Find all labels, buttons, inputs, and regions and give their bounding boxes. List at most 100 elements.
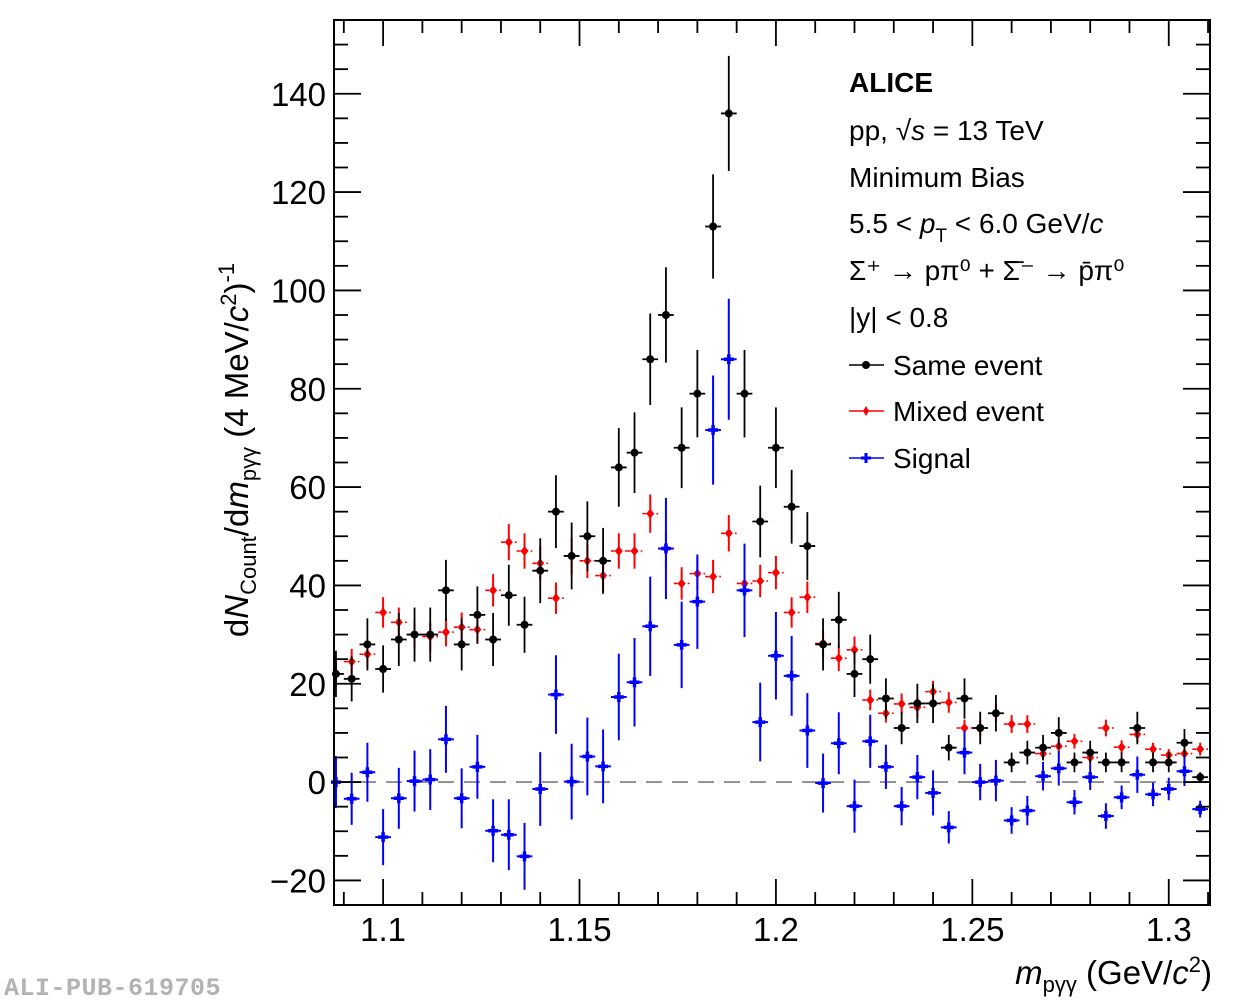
data-point [893, 693, 910, 715]
data-point [1113, 740, 1130, 755]
data-point [548, 475, 564, 549]
marker [646, 355, 655, 364]
x-axis-symbol: m [1015, 954, 1043, 991]
marker [1196, 744, 1205, 755]
data-point [1098, 752, 1114, 773]
marker [897, 724, 906, 732]
data-point [1192, 772, 1209, 783]
experiment-label: ALICE [849, 67, 933, 98]
data-point [579, 501, 596, 572]
data-point [673, 601, 690, 689]
x-axis-subscript: pγγ [1043, 972, 1077, 997]
marker [1149, 758, 1158, 767]
data-point [1129, 756, 1146, 793]
marker [1149, 744, 1158, 755]
marker [724, 109, 733, 118]
data-point [469, 586, 486, 644]
marker [441, 586, 450, 595]
data-point [830, 645, 847, 671]
marker [646, 508, 655, 519]
data-point [658, 497, 674, 600]
marker [1148, 789, 1159, 800]
data-point [626, 638, 643, 727]
marker [614, 463, 623, 472]
data-point [783, 636, 800, 716]
marker [976, 724, 985, 732]
data-point [548, 582, 564, 614]
data-point [783, 469, 800, 544]
y-tick-label: 140 [271, 76, 326, 113]
data-point [768, 407, 784, 489]
data-point [375, 645, 391, 693]
marker [1117, 742, 1126, 753]
marker [394, 635, 403, 644]
marker [1117, 758, 1126, 767]
data-point [453, 768, 470, 829]
data-point [893, 711, 910, 745]
marker [991, 709, 1000, 718]
marker [520, 620, 529, 629]
marker [1007, 758, 1016, 767]
data-point [1145, 752, 1161, 773]
data-point [563, 743, 580, 820]
data-point [988, 759, 1004, 802]
marker [1023, 719, 1032, 730]
marker [583, 532, 592, 541]
marker [1179, 766, 1190, 777]
marker [834, 653, 843, 664]
marker [944, 697, 953, 708]
data-point [390, 612, 407, 667]
y-axis-title: dNCount/dmpγγ (4 MeV/c2)-1 [214, 263, 261, 637]
marker [975, 777, 986, 788]
data-point [422, 749, 439, 811]
data-point [1176, 756, 1193, 787]
marker [1180, 738, 1189, 747]
marker [709, 222, 718, 231]
marker [771, 567, 780, 578]
data-point [972, 763, 989, 801]
marker [819, 640, 828, 649]
marker [676, 639, 687, 650]
x-tick-label: 1.2 [753, 911, 799, 948]
data-point [830, 712, 847, 775]
data-point [1192, 800, 1209, 818]
data-point [862, 689, 879, 711]
data-point [1113, 752, 1130, 773]
marker [1196, 773, 1205, 782]
data-point [1066, 733, 1083, 749]
data-point [359, 618, 376, 671]
marker [582, 751, 593, 762]
data-point [799, 581, 816, 613]
data-point [1192, 742, 1209, 756]
rapidity-label: |y| < 0.8 [849, 302, 948, 333]
marker [677, 443, 686, 452]
data-point [375, 809, 391, 866]
data-point [862, 714, 879, 768]
marker [347, 674, 356, 683]
legend-label-signal: Signal [893, 443, 971, 474]
data-point [595, 729, 611, 804]
marker [488, 825, 499, 836]
data-point [610, 533, 627, 569]
data-point [1160, 777, 1177, 801]
data-point [500, 564, 517, 626]
data-point [940, 692, 957, 713]
marker [990, 775, 1001, 786]
marker [880, 761, 891, 772]
data-point [909, 683, 926, 724]
y-tick-label: 40 [289, 567, 326, 604]
data-point [1035, 761, 1051, 791]
marker [440, 734, 451, 745]
data-point [736, 543, 753, 638]
plot-frame [333, 19, 1211, 906]
data-point [878, 744, 894, 789]
data-point [390, 767, 407, 829]
marker [629, 677, 640, 688]
marker [1069, 797, 1080, 808]
data-point [642, 576, 659, 676]
data-point [579, 717, 596, 796]
data-point [406, 607, 423, 662]
marker [661, 311, 670, 319]
data-point [406, 750, 423, 812]
legend-marker-mixed-event [863, 406, 869, 416]
